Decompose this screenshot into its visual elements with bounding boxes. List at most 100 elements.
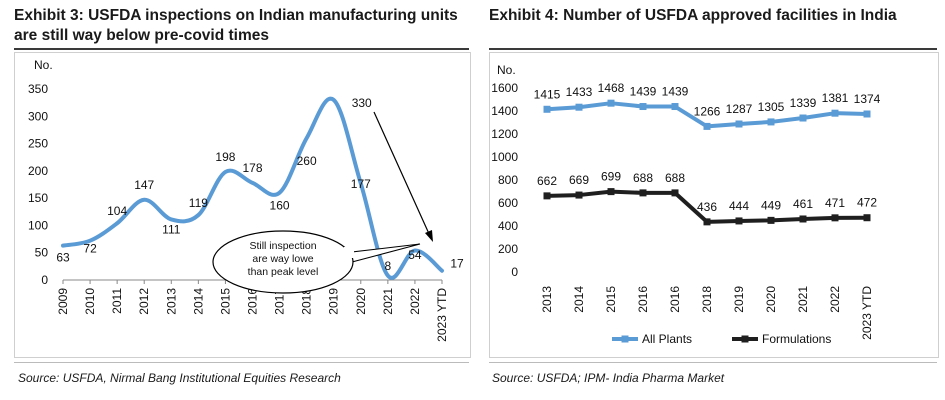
exhibit3-callout-text: than peak level <box>248 266 319 278</box>
exhibit4-x-tick-label: 2021 <box>796 286 810 313</box>
exhibit4-data-point-all-plants <box>799 114 807 122</box>
exhibit4-source: Source: USFDA; IPM- India Pharma Market <box>492 371 725 385</box>
exhibit4-data-label-all-plants: 1439 <box>662 85 689 99</box>
exhibit3-data-label: 160 <box>270 199 290 213</box>
exhibit3-data-label: 54 <box>408 248 422 262</box>
exhibit3-data-point <box>360 182 362 184</box>
exhibit3-data-point <box>143 199 145 201</box>
exhibit3-y-tick-label: 150 <box>28 191 48 205</box>
exhibit3-callout-text: Still inspection <box>249 240 316 252</box>
exhibit3-data-point <box>252 182 253 184</box>
exhibit4-data-label-all-plants: 1415 <box>534 87 561 101</box>
exhibit3-data-label: 330 <box>352 96 372 110</box>
exhibit3-data-point <box>62 245 64 247</box>
exhibit4-data-label-all-plants: 1468 <box>598 81 625 95</box>
exhibit3-data-label: 260 <box>297 154 317 168</box>
exhibit3-series-line <box>61 96 444 280</box>
exhibit3-data-label: 104 <box>107 204 127 218</box>
exhibit3-panel <box>14 52 471 358</box>
exhibit3-data-label: 111 <box>162 222 181 236</box>
exhibit3-data-label: 72 <box>83 242 97 256</box>
exhibit4-data-label-all-plants: 1439 <box>630 85 657 99</box>
exhibit3-y-tick-label: 50 <box>35 246 49 260</box>
exhibit3-data-label: 17 <box>450 257 464 271</box>
exhibit3-title: Exhibit 3: USFDA inspections on Indian m… <box>14 7 458 44</box>
exhibit4-data-point-formulations <box>543 192 551 200</box>
exhibit3-x-tick-label: 2011 <box>110 288 124 314</box>
exhibit3-y-tick-label: 250 <box>28 137 48 151</box>
exhibit4-data-label-all-plants: 1381 <box>822 91 849 105</box>
exhibit3-data-point <box>224 171 226 173</box>
exhibit4-data-point-formulations <box>767 216 775 224</box>
exhibit3-x-tick-label: 2019 <box>327 288 341 315</box>
exhibit4-data-point-formulations <box>703 218 711 226</box>
exhibit4-data-point-formulations <box>799 215 807 223</box>
exhibit4-source-rule <box>489 362 937 363</box>
exhibit3-x-tick-label: 2020 <box>354 288 368 315</box>
exhibit4-data-label-formulations: 669 <box>569 173 589 187</box>
exhibit4-x-tick-label: 2016 <box>668 286 682 313</box>
exhibit4-data-label-formulations: 444 <box>729 199 749 213</box>
exhibit4-data-label-formulations: 449 <box>761 198 781 212</box>
exhibit4-x-tick-label: 2022 <box>828 286 842 313</box>
exhibit4-data-point-formulations <box>863 214 871 222</box>
exhibit3-x-tick-label: 2014 <box>191 288 205 315</box>
exhibit4-y-tick-label: 800 <box>498 173 518 187</box>
exhibit4-data-label-all-plants: 1433 <box>566 85 593 99</box>
exhibit3-y-tick-label: 200 <box>28 164 48 178</box>
exhibit3-arrow-head <box>425 230 433 242</box>
exhibit4-data-label-all-plants: 1305 <box>758 100 785 114</box>
exhibit4-y-tick-label: 200 <box>498 242 518 256</box>
exhibit3-source-rule <box>14 362 469 363</box>
exhibit4-data-point-all-plants <box>543 105 551 113</box>
exhibit4-y-tick-label: 600 <box>498 196 518 210</box>
exhibit3-data-label: 8 <box>385 259 392 273</box>
exhibit4-data-point-all-plants <box>863 110 871 118</box>
exhibit3-data-point <box>279 192 281 194</box>
exhibit3-data-label: 119 <box>189 196 208 210</box>
exhibit3-data-point <box>306 137 308 139</box>
exhibit4-data-point-all-plants <box>671 103 679 111</box>
exhibit3-y-tick-label: 300 <box>28 109 48 123</box>
exhibit4-data-point-all-plants <box>607 99 615 107</box>
exhibit4-panel <box>489 52 939 358</box>
exhibit4-x-tick-label: 2016 <box>636 286 650 313</box>
exhibit4-data-point-formulations <box>607 188 615 196</box>
exhibit4-y-tick-label: 400 <box>498 219 518 233</box>
exhibit3-data-point <box>197 214 199 216</box>
exhibit4-data-point-formulations <box>831 214 839 222</box>
exhibit3-x-tick-label: 2015 <box>218 288 232 315</box>
exhibit3-data-point <box>387 275 389 277</box>
exhibit4-y-tick-label: 1200 <box>491 127 518 141</box>
exhibit4-x-tick-label: 2019 <box>732 286 746 313</box>
exhibit4-data-label-formulations: 472 <box>857 196 877 210</box>
exhibit3-data-label: 178 <box>242 161 262 175</box>
exhibit4-title-rule <box>489 48 937 50</box>
exhibit3-source: Source: USFDA, Nirmal Bang Institutional… <box>18 371 341 385</box>
exhibit4-y-tick-label: 1000 <box>491 150 518 164</box>
exhibit4-data-point-all-plants <box>831 109 839 117</box>
exhibit4-data-point-formulations <box>639 189 647 197</box>
exhibit3-y-tick-label: 350 <box>28 82 48 96</box>
exhibit3-x-tick-label: 2018 <box>300 288 314 315</box>
exhibit3-y-tick-label: 100 <box>28 218 48 232</box>
exhibit3-data-point <box>89 240 91 242</box>
exhibit3-x-tick-label: 2022 <box>408 288 422 315</box>
exhibit4-legend-marker <box>621 335 629 343</box>
exhibit3-data-point <box>441 270 443 272</box>
exhibit4-y-axis-label: No. <box>497 63 516 77</box>
exhibit3-y-axis-label: No. <box>34 58 53 72</box>
exhibit4-data-point-all-plants <box>767 118 775 126</box>
exhibit3-data-label: 147 <box>134 178 154 192</box>
exhibit3-x-tick-label: 2012 <box>137 288 151 315</box>
exhibit3-data-point <box>170 218 172 220</box>
exhibit4-x-tick-label: 2015 <box>604 286 618 313</box>
exhibit3-title-rule <box>14 48 469 50</box>
exhibit4-data-point-all-plants <box>639 103 647 111</box>
exhibit3-x-tick-label: 2016 <box>246 288 260 315</box>
exhibit4-data-label-all-plants: 1287 <box>726 102 753 116</box>
exhibit4-y-tick-label: 0 <box>511 265 518 279</box>
exhibit4-data-point-formulations <box>575 191 583 199</box>
exhibit4-data-label-all-plants: 1266 <box>694 104 721 118</box>
exhibit3-data-label: 177 <box>351 177 371 191</box>
